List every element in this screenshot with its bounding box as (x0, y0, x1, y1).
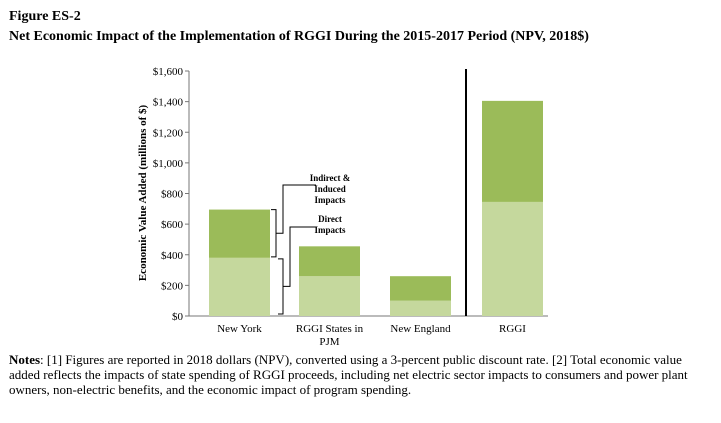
y-tick-label: $1,400 (153, 97, 184, 109)
y-tick-label: $200 (161, 280, 184, 292)
notes-text: : [1] Figures are reported in 2018 dolla… (9, 352, 688, 397)
direct-impacts-label: Impacts (315, 225, 346, 235)
direct-impacts-bracket (278, 258, 284, 315)
y-tick-label: $600 (161, 219, 184, 231)
stacked-bar-chart: $0 $200 $400 $600 $800 $1,000 $1,200 $1,400 $1,6… (137, 66, 548, 348)
indirect-impacts-bracket (271, 209, 277, 258)
indirect-impacts-label: Indirect & (310, 173, 351, 183)
bar-indirect-rggi-states-in-pjm (299, 246, 360, 277)
bar-indirect-new-york (209, 209, 270, 258)
y-tick-label: $1,000 (153, 158, 184, 170)
x-category-label: New York (217, 323, 262, 335)
x-category-label: PJM (319, 336, 339, 348)
bar-direct-rggi (482, 201, 543, 316)
direct-impacts-leader-line (283, 226, 316, 287)
y-tick-label: $0 (172, 311, 184, 323)
y-tick-label: $800 (161, 189, 184, 201)
indirect-impacts-label: Impacts (315, 195, 346, 205)
bar-direct-new-england (390, 300, 451, 316)
x-category-label: RGGI States in (296, 323, 364, 335)
bar-indirect-rggi (482, 100, 543, 202)
figure-title: Net Economic Impact of the Implementatio… (9, 29, 589, 44)
y-tick-label: $400 (161, 250, 184, 262)
x-category-label: New England (390, 323, 451, 335)
direct-impacts-label: Direct (318, 214, 342, 224)
indirect-impacts-label: Induced (314, 184, 346, 194)
figure-notes: Notes: [1] Figures are reported in 2018 … (9, 352, 709, 397)
y-tick-label: $1,200 (153, 127, 184, 139)
x-category-label: RGGI (499, 323, 526, 335)
indirect-impacts-leader-line (276, 184, 316, 234)
bar-direct-new-york (209, 257, 270, 316)
bar-indirect-new-england (390, 276, 451, 301)
y-axis-title: Economic Value Added (millions of $) (137, 104, 149, 281)
figure-label: Figure ES-2 (9, 9, 81, 24)
y-tick-label: $1,600 (153, 66, 184, 78)
notes-heading: Notes (9, 352, 41, 367)
bar-direct-rggi-states-in-pjm (299, 276, 360, 316)
